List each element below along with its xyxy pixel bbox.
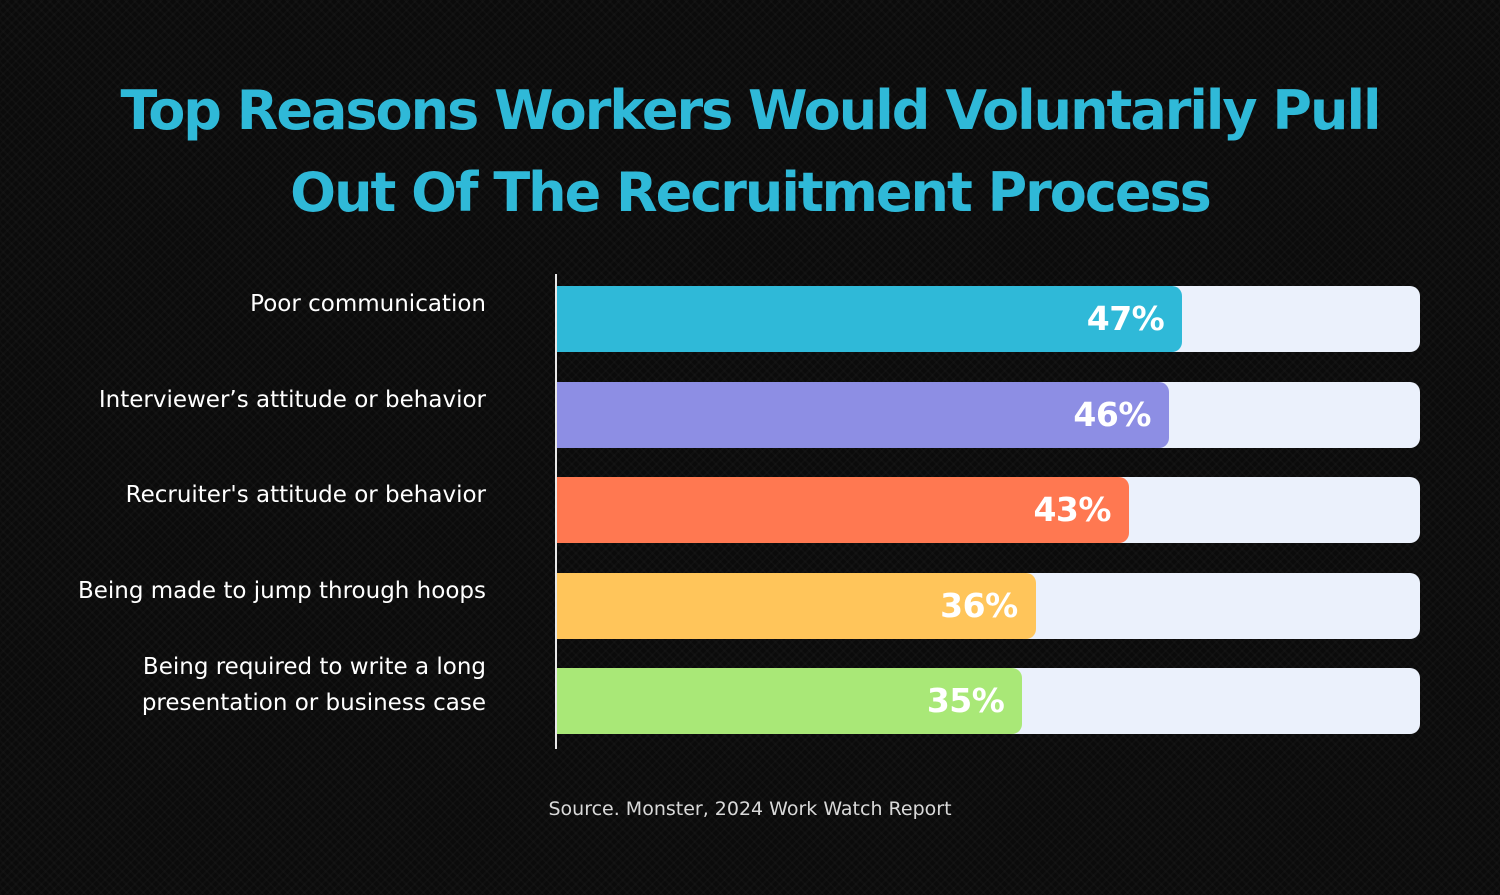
source-note: Source. Monster, 2024 Work Watch Report — [548, 798, 952, 820]
chart-title: Top Reasons Workers Would Voluntarily Pu… — [120, 79, 1382, 224]
category-label: Poor communication — [250, 291, 486, 317]
category-label: Being made to jump through hoops — [77, 577, 486, 604]
bar-value-label: 35% — [926, 681, 1005, 720]
bar-value-label: 47% — [1086, 299, 1165, 338]
bar-value-label: 46% — [1073, 394, 1151, 434]
bar — [556, 668, 1023, 734]
category-label: Being required to write a long presentat… — [141, 654, 486, 716]
bar — [556, 286, 1183, 352]
bar-value-label: 36% — [940, 585, 1018, 625]
bar — [556, 572, 1036, 639]
category-label: Interviewer’s attitude or behavior — [98, 386, 486, 413]
bar-value-label: 43% — [1033, 490, 1111, 529]
bar — [556, 381, 1169, 448]
bar — [556, 477, 1129, 543]
category-label: Recruiter's attitude or behavior — [125, 482, 486, 508]
y-axis-line — [555, 274, 557, 749]
